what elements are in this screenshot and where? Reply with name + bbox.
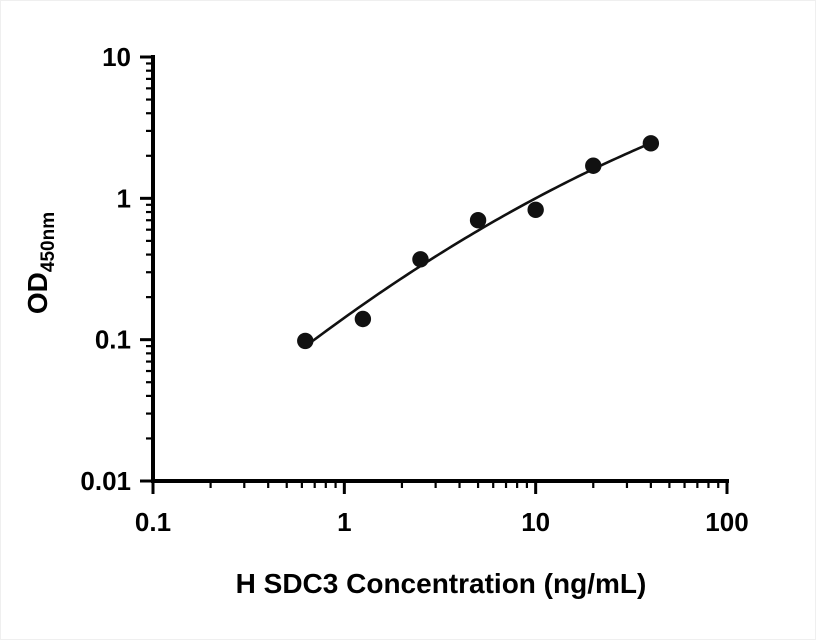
x-tick-label: 100 [705, 507, 748, 537]
data-point [642, 135, 660, 152]
data-points-layer [297, 135, 660, 350]
y-tick-label: 1 [117, 183, 131, 213]
y-tick-label: 10 [102, 42, 131, 72]
y-axis-title-subscript: 450nm [38, 212, 59, 272]
x-tick-label: 0.1 [135, 507, 171, 537]
x-tick-label: 10 [521, 507, 550, 537]
x-tick-label: 1 [337, 507, 351, 537]
y-tick-label: 0.1 [95, 325, 131, 355]
data-point [412, 251, 429, 268]
major-ticks [140, 55, 729, 494]
y-axis-title: OD450nm [22, 212, 59, 314]
axes [151, 55, 729, 483]
y-tick-label: 0.01 [80, 466, 131, 496]
data-point [354, 310, 372, 328]
y-axis-title-main: OD [22, 272, 53, 314]
data-point [585, 157, 602, 174]
data-point [469, 212, 487, 229]
minor-ticks [146, 62, 720, 488]
x-axis-title: H SDC3 Concentration (ng/mL) [236, 568, 647, 599]
data-point [297, 332, 314, 350]
data-point [527, 201, 544, 218]
